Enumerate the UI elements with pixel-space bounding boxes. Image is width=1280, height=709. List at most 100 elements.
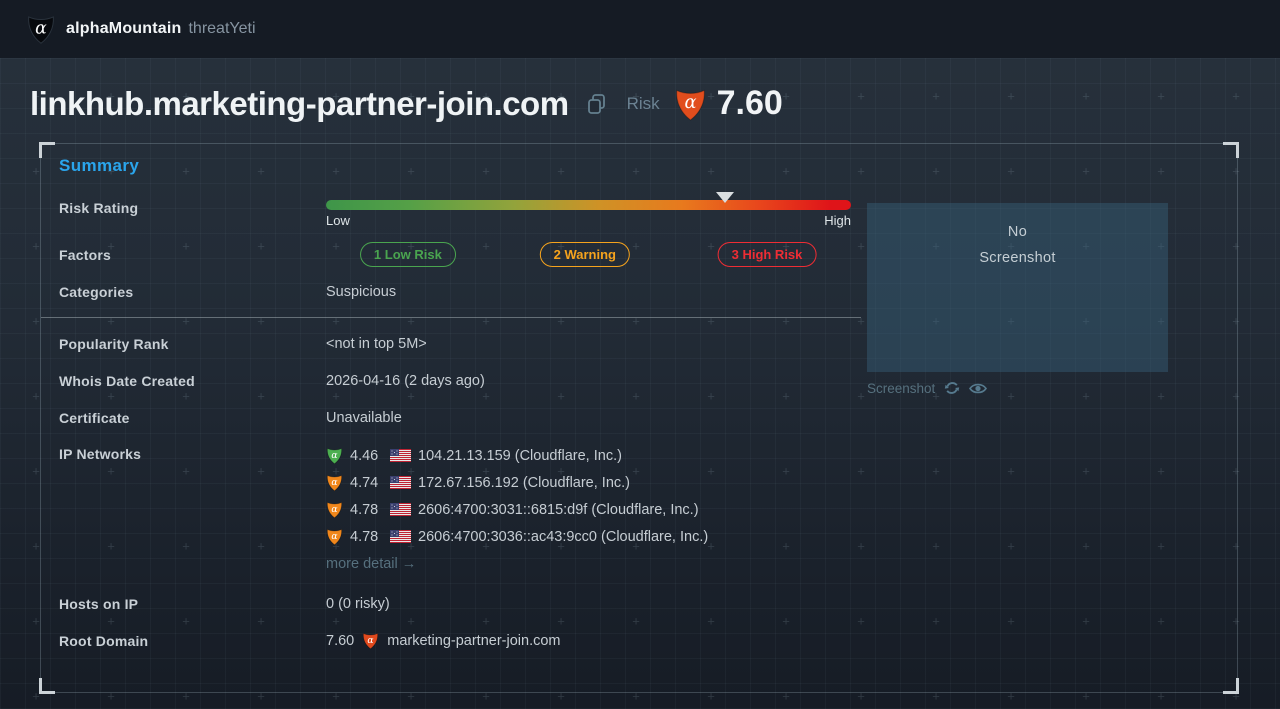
certificate-row: Certificate Unavailable — [59, 399, 879, 436]
panel-corner-bracket — [1223, 142, 1239, 158]
risk-gradient-bar — [326, 200, 851, 210]
ip-network-item: α 4.78 2606:4700:3031::6815:d9f (Cloudfl… — [326, 496, 708, 523]
factor-pill-low-risk: 1 Low Risk — [359, 241, 456, 267]
risk-score: 7.60 — [716, 84, 783, 122]
grid-plus-mark: + — [32, 538, 40, 554]
svg-text:α: α — [368, 635, 375, 646]
grid-plus-mark: + — [32, 463, 40, 479]
score-shield-icon: α — [327, 475, 342, 492]
ip-network-item: α 4.46 104.21.13.159 (Cloudflare, Inc.) — [326, 442, 708, 469]
whois-date-value: 2026-04-16 (2 days ago) — [326, 372, 485, 389]
score-shield-icon: α — [327, 448, 342, 465]
root-domain-row: Root Domain 7.60 α marketing-partner-joi… — [59, 622, 879, 659]
root-domain-value[interactable]: marketing-partner-join.com — [387, 632, 561, 649]
grid-plus-mark: + — [32, 163, 40, 179]
ip-networks-label: IP Networks — [59, 446, 142, 462]
popularity-rank-value: <not in top 5M> — [326, 335, 427, 352]
ip-score: 4.46 — [350, 447, 379, 464]
ip-address: 172.67.156.192 (Cloudflare, Inc.) — [418, 474, 630, 491]
more-detail-link[interactable]: more detail → — [326, 555, 417, 572]
us-flag-icon — [390, 503, 411, 516]
brand-name: alphaMountain — [66, 20, 182, 37]
ip-score: 4.78 — [350, 528, 379, 545]
certificate-label: Certificate — [59, 409, 130, 426]
grid-plus-mark: + — [782, 88, 790, 104]
risk-rating-row: Risk Rating Low High — [59, 192, 879, 236]
root-domain-score: 7.60 — [326, 632, 355, 649]
popularity-rank-row: Popularity Rank <not in top 5M> — [59, 325, 879, 362]
risk-rating-bar: Low High — [326, 192, 851, 228]
view-screenshot-eye-icon[interactable] — [969, 382, 988, 395]
grid-plus-mark: + — [857, 88, 865, 104]
factor-pill-high-risk: 3 High Risk — [717, 241, 817, 267]
grid-plus-mark: + — [32, 238, 40, 254]
risk-high-label: High — [824, 213, 851, 228]
alphamountain-logo-icon: α — [28, 16, 54, 44]
ip-address: 2606:4700:3036::ac43:9cc0 (Cloudflare, I… — [418, 528, 709, 545]
ip-score: 4.74 — [350, 474, 379, 491]
categories-label: Categories — [59, 283, 134, 300]
popularity-rank-label: Popularity Rank — [59, 335, 169, 352]
risk-marker — [716, 192, 734, 203]
score-shield-icon: α — [327, 529, 342, 546]
screenshot-placeholder: No Screenshot — [867, 203, 1168, 372]
root-domain-label: Root Domain — [59, 632, 149, 649]
grid-plus-mark: + — [32, 613, 40, 629]
factors-row: Factors 1 Low Risk 2 Warning 3 High Risk — [59, 236, 879, 273]
grid-plus-mark: + — [32, 313, 40, 329]
panel-corner-bracket — [39, 678, 55, 694]
certificate-value: Unavailable — [326, 409, 402, 426]
summary-panel: Summary Risk Rating Low High Factors 1 L… — [39, 142, 1239, 694]
grid-plus-mark: + — [1157, 88, 1165, 104]
categories-value: Suspicious — [326, 283, 397, 300]
risk-rating-label: Risk Rating — [59, 200, 139, 216]
risk-low-label: Low — [326, 213, 350, 228]
factors-label: Factors — [59, 246, 111, 263]
hosts-on-ip-row: Hosts on IP 0 (0 risky) — [59, 585, 879, 622]
ip-network-item: α 4.74 172.67.156.192 (Cloudflare, Inc.) — [326, 469, 708, 496]
grid-plus-mark: + — [932, 88, 940, 104]
panel-corner-bracket — [1223, 678, 1239, 694]
whois-date-label: Whois Date Created — [59, 372, 195, 389]
grid-plus-mark: + — [32, 388, 40, 404]
ip-network-list: α 4.46 104.21.13.159 (Cloudflare, Inc.) — [326, 442, 708, 577]
grid-plus-mark: + — [1007, 88, 1015, 104]
screenshot-caption: Screenshot — [867, 380, 988, 396]
no-screenshot-text-line1: No — [1007, 224, 1028, 240]
us-flag-icon — [390, 530, 411, 543]
score-shield-icon: α — [363, 633, 379, 650]
ip-address: 2606:4700:3031::6815:d9f (Cloudflare, In… — [418, 501, 699, 518]
summary-title: Summary — [59, 156, 140, 175]
page-title: linkhub.marketing-partner-join.com — [30, 84, 569, 122]
svg-text:α: α — [684, 92, 696, 113]
ip-address: 104.21.13.159 (Cloudflare, Inc.) — [418, 447, 622, 464]
ip-score: 4.78 — [350, 501, 379, 518]
ip-networks-row: IP Networks α 4.46 104.21.13.159 (Cloudf… — [59, 442, 879, 577]
hosts-on-ip-label: Hosts on IP — [59, 595, 139, 612]
no-screenshot-text-line2: Screenshot — [979, 250, 1056, 266]
risk-label: Risk — [626, 93, 660, 113]
whois-date-row: Whois Date Created 2026-04-16 (2 days ag… — [59, 362, 879, 399]
grid-plus-mark: + — [1232, 88, 1240, 104]
section-divider — [41, 317, 861, 318]
top-navbar: α alphaMountain threatYeti — [0, 0, 1280, 58]
svg-text:α: α — [331, 531, 338, 542]
score-shield-icon: α — [327, 502, 342, 519]
panel-corner-bracket — [39, 142, 55, 158]
grid-plus-mark: + — [1082, 88, 1090, 104]
svg-text:α: α — [331, 504, 338, 515]
svg-text:α: α — [331, 477, 338, 488]
svg-text:α: α — [331, 450, 338, 461]
copy-icon[interactable] — [585, 91, 609, 117]
ip-network-item: α 4.78 2606:4700:3036::ac43:9cc0 (Cloudf… — [326, 523, 708, 550]
refresh-screenshot-icon[interactable] — [944, 380, 960, 396]
hosts-on-ip-value: 0 (0 risky) — [326, 595, 390, 612]
factor-pills: 1 Low Risk 2 Warning 3 High Risk — [326, 241, 851, 268]
page-header: linkhub.marketing-partner-join.com Risk … — [30, 84, 783, 123]
us-flag-icon — [390, 449, 411, 462]
categories-row: Categories Suspicious — [59, 273, 879, 310]
us-flag-icon — [390, 476, 411, 489]
brand-home-link[interactable]: α alphaMountain threatYeti — [26, 13, 256, 45]
product-name: threatYeti — [188, 20, 256, 37]
screenshot-caption-label: Screenshot — [867, 380, 936, 396]
